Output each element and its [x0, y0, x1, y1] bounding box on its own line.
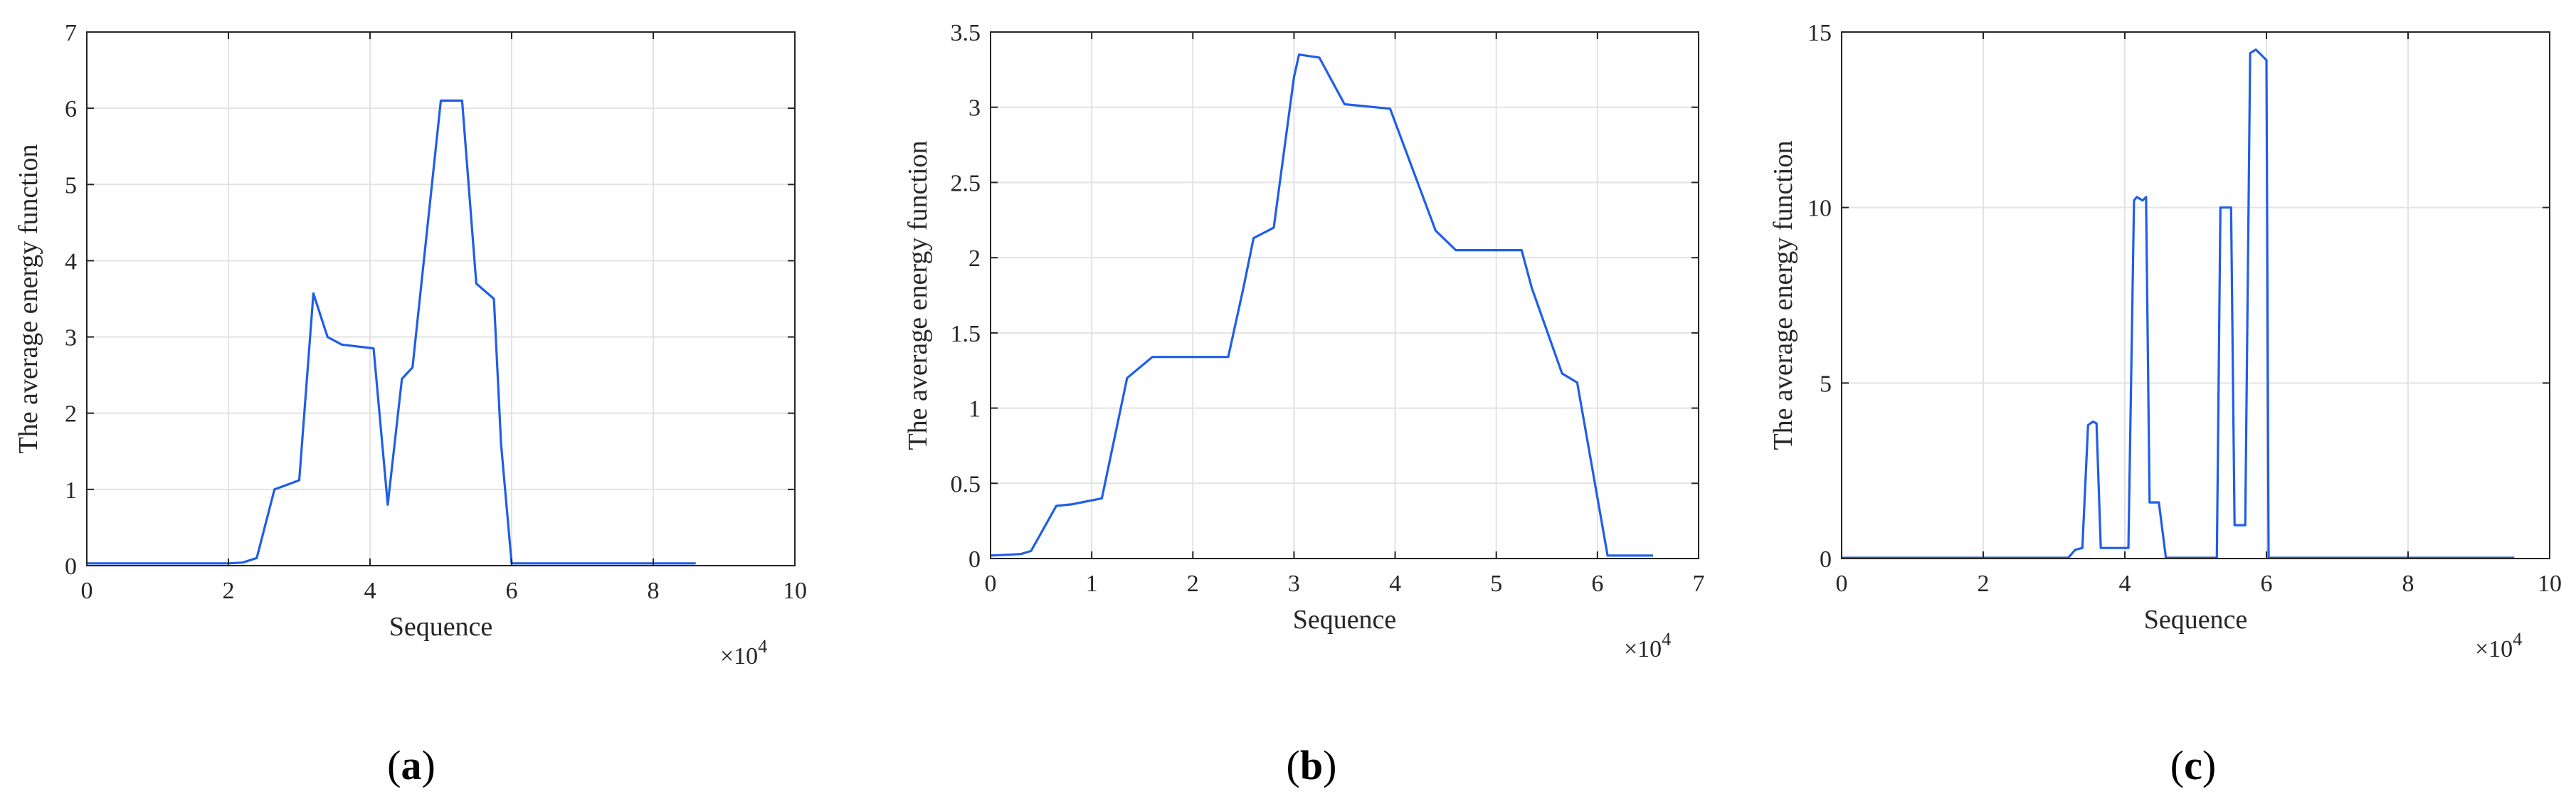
chart-panel-c: 0 2 4 6 8 10 0 5 10 15 Sequence The average ener…: [1768, 20, 2562, 788]
panel-label-open: (: [2170, 742, 2184, 788]
y-axis-label: The average energy function: [1768, 140, 1798, 450]
x-tick-label: 0: [81, 578, 93, 604]
y-tick-label: 15: [1807, 20, 1832, 46]
x-tick-label: 7: [1693, 571, 1705, 597]
x-multiplier-base: ×10: [720, 643, 758, 670]
x-tick-label: 2: [1187, 571, 1199, 597]
plot-frame: [1841, 31, 2550, 559]
y-tick-label: 5: [65, 172, 77, 199]
y-tick-label: 10: [1807, 196, 1832, 222]
series-line: [990, 53, 1653, 557]
x-axis-label: Sequence: [2144, 605, 2248, 635]
y-tick-label: 1: [65, 477, 77, 504]
series-group: [87, 99, 696, 565]
x-tick-labels: 0 2 4 6 8 10: [1836, 32, 2562, 597]
x-multiplier: ×104: [1624, 629, 1671, 662]
x-axis-label: Sequence: [1293, 605, 1397, 635]
x-multiplier: ×104: [2475, 629, 2522, 662]
x-tick-label: 1: [1086, 571, 1098, 597]
x-tick-label: 4: [1389, 571, 1401, 597]
panel-label: (a): [387, 742, 436, 788]
panel-label-open: (: [1287, 742, 1300, 788]
x-tick-label: 0: [985, 571, 997, 597]
x-tick-label: 10: [783, 578, 807, 604]
chart-panel-b: 0 1 2 3 4 5 6 7 0 0.5 1 1.5 2 2.5 3 3.5 Sequence The a…: [903, 20, 1705, 788]
x-multiplier-base: ×10: [2475, 636, 2513, 662]
x-tick-label: 2: [1978, 571, 1990, 597]
plot-frame: [86, 31, 796, 566]
x-tick-label: 6: [2261, 571, 2273, 597]
x-tick-labels: 0 1 2 3 4 5 6 7: [985, 32, 1705, 597]
y-tick-label: 2.5: [951, 170, 981, 196]
x-tick-label: 2: [223, 578, 235, 604]
x-multiplier-exponent: 4: [758, 636, 767, 657]
series-line: [87, 99, 696, 565]
panel-label-open: (: [387, 742, 401, 788]
grid-lines: [990, 31, 1699, 559]
y-tick-labels: 0 0.5 1 1.5 2 2.5 3 3.5: [951, 20, 1699, 573]
y-axis-label: The average energy function: [903, 140, 933, 450]
y-tick-label: 6: [65, 96, 77, 122]
y-tick-labels: 0 1 2 3 4 5 6 7: [65, 20, 795, 580]
series-group: [990, 53, 1653, 557]
x-tick-label: 6: [1591, 571, 1603, 597]
panel-label: (c): [2170, 742, 2216, 788]
y-tick-label: 0: [65, 554, 77, 580]
x-tick-label: 0: [1836, 571, 1848, 597]
y-tick-label: 2: [65, 401, 77, 428]
x-tick-label: 4: [2119, 571, 2131, 597]
x-multiplier-exponent: 4: [2513, 629, 2522, 650]
x-multiplier-exponent: 4: [1662, 629, 1671, 650]
y-tick-label: 1.5: [951, 321, 981, 347]
y-tick-label: 2: [968, 245, 981, 272]
x-multiplier: ×104: [720, 636, 767, 670]
series-line: [1842, 48, 2515, 559]
y-tick-label: 3.5: [951, 20, 981, 46]
y-tick-label: 7: [65, 20, 77, 46]
x-tick-label: 5: [1490, 571, 1502, 597]
panel-label: (b): [1287, 742, 1337, 788]
y-tick-label: 5: [1820, 371, 1832, 397]
chart-panel-a: 0 2 4 6 8 10 0 1 2 3 4 5 6 7 Sequence The average en…: [14, 20, 807, 788]
y-tick-label: 3: [968, 95, 981, 122]
y-tick-labels: 0 5 10 15: [1807, 20, 2550, 573]
x-tick-labels: 0 2 4 6 8 10: [81, 32, 807, 604]
y-tick-label: 1: [968, 396, 981, 423]
series-group: [1842, 48, 2515, 559]
panel-label-letter: b: [1300, 742, 1323, 788]
x-tick-label: 3: [1288, 571, 1300, 597]
x-tick-label: 6: [506, 578, 518, 604]
y-tick-label: 3: [65, 325, 77, 351]
x-multiplier-base: ×10: [1624, 636, 1662, 662]
panel-label-close: ): [2202, 742, 2216, 788]
panel-label-close: ): [1323, 742, 1336, 788]
x-tick-label: 10: [2538, 571, 2562, 597]
y-axis-label: The average energy function: [14, 144, 43, 453]
panel-label-letter: a: [401, 742, 422, 788]
x-axis-label: Sequence: [389, 612, 493, 642]
y-tick-label: 0: [1820, 546, 1832, 573]
x-tick-label: 8: [648, 578, 660, 604]
y-tick-label: 0.5: [951, 471, 981, 497]
x-tick-label: 4: [364, 578, 376, 604]
panel-label-close: ): [422, 742, 436, 788]
plot-frame: [990, 31, 1699, 559]
grid-lines: [1841, 31, 2550, 559]
panel-label-letter: c: [2184, 742, 2202, 788]
y-tick-label: 4: [65, 248, 77, 275]
x-tick-label: 8: [2402, 571, 2414, 597]
grid-lines: [86, 31, 796, 566]
y-tick-label: 0: [968, 546, 981, 573]
